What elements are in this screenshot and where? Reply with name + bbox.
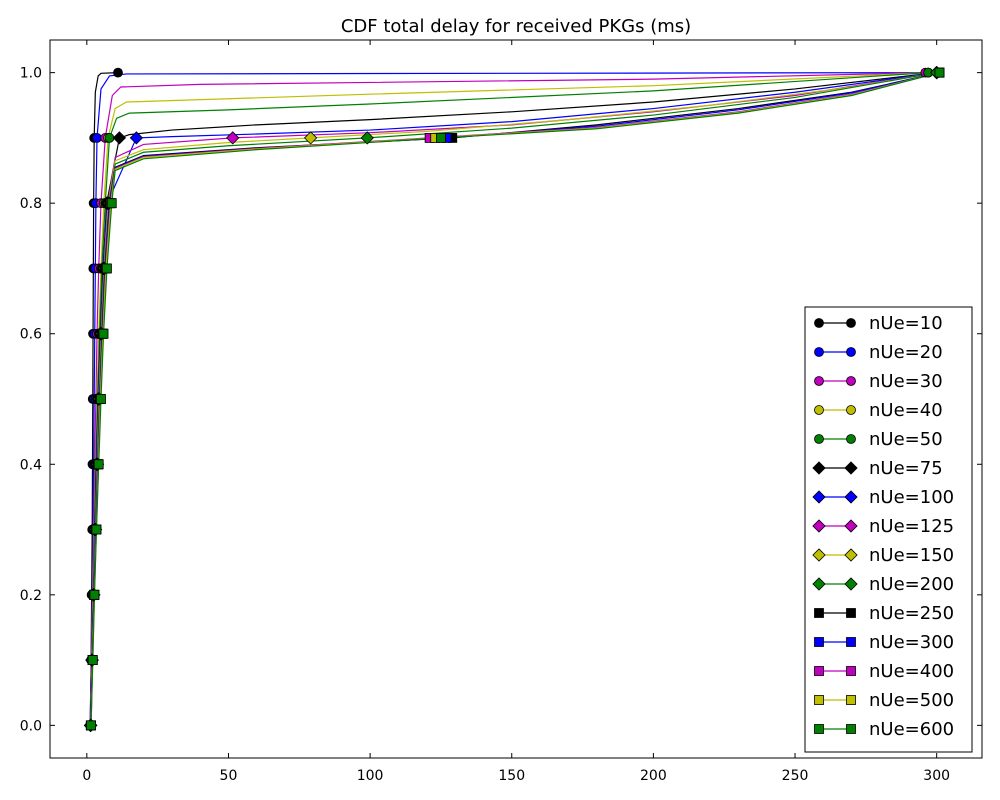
data-point <box>93 459 104 470</box>
marker-layer <box>83 65 945 733</box>
legend-label: nUe=150 <box>869 545 954 566</box>
series-line-nue-50 <box>89 72 929 726</box>
y-tick-label: 0.8 <box>20 196 42 212</box>
legend-marker <box>812 490 826 504</box>
data-point <box>113 67 123 78</box>
axis-layer: 0 50 100 150 200 250 300 0.0 0.2 0.4 0.6 0.8 1.0 <box>20 40 982 784</box>
data-point <box>91 524 102 535</box>
legend-marker <box>844 548 858 562</box>
series-line-nue-10 <box>89 72 119 726</box>
legend-marker <box>812 461 826 475</box>
data-point <box>104 133 115 143</box>
legend-label: nUe=40 <box>869 400 943 421</box>
x-tick-label: 50 <box>220 768 238 784</box>
y-tick-label: 1.0 <box>20 66 42 82</box>
y-tick-label: 0.2 <box>20 588 42 604</box>
legend-label: nUe=500 <box>869 690 954 711</box>
legend-marker <box>814 637 824 647</box>
legend-label: nUe=75 <box>869 458 943 479</box>
data-point <box>87 655 98 665</box>
data-point <box>360 131 374 145</box>
legend-marker <box>846 695 856 705</box>
legend-marker <box>814 724 824 734</box>
series-line-nue-30 <box>89 72 926 726</box>
legend: nUe=10 nUe=20 nUe=30 nUe=40 nUe=50 nUe=75 nUe=… <box>804 306 973 753</box>
x-tick-label: 0 <box>82 768 91 784</box>
y-tick-label: 0.6 <box>20 327 42 343</box>
series-line-nue-20 <box>89 72 929 726</box>
legend-marker <box>846 405 856 415</box>
data-point <box>92 133 102 143</box>
data-point <box>129 131 144 145</box>
plot-frame <box>49 39 983 759</box>
data-point <box>226 131 240 145</box>
legend-marker <box>812 577 826 591</box>
data-point <box>112 131 127 145</box>
chart-title: CDF total delay for received PKGs (ms) <box>341 16 691 37</box>
legend-marker <box>814 376 824 386</box>
data-point <box>303 131 318 145</box>
legend-marker <box>846 637 856 647</box>
legend-marker <box>846 434 856 444</box>
legend-marker <box>846 318 856 328</box>
y-tick-label: 0.4 <box>20 457 42 473</box>
data-point <box>102 263 112 274</box>
legend-marker <box>814 434 824 444</box>
data-point <box>106 198 117 209</box>
legend-marker <box>814 347 824 357</box>
legend-label: nUe=125 <box>869 516 954 537</box>
data-point <box>96 394 106 404</box>
legend-label: nUe=200 <box>869 574 954 595</box>
legend-label: nUe=300 <box>869 632 954 653</box>
legend-marker <box>846 347 856 357</box>
legend-marker <box>814 405 824 415</box>
legend-label: nUe=20 <box>869 342 943 363</box>
legend-marker <box>844 490 858 504</box>
data-point <box>86 720 96 731</box>
x-tick-label: 300 <box>923 768 950 784</box>
data-point <box>98 328 109 339</box>
data-point <box>934 67 945 78</box>
legend-label: nUe=600 <box>869 719 954 740</box>
legend-marker <box>846 376 856 386</box>
legend-marker <box>844 577 858 591</box>
legend-marker <box>814 608 824 618</box>
legend-label: nUe=30 <box>869 371 943 392</box>
legend-marker <box>812 548 826 562</box>
x-tick-label: 150 <box>498 768 525 784</box>
x-tick-label: 250 <box>782 768 809 784</box>
data-point <box>89 589 100 600</box>
data-point <box>436 133 446 143</box>
legend-marker <box>844 519 858 533</box>
legend-marker <box>846 666 856 676</box>
legend-marker <box>814 318 824 328</box>
x-tick-label: 100 <box>357 768 384 784</box>
legend-label: nUe=50 <box>869 429 943 450</box>
legend-marker <box>812 519 826 533</box>
legend-marker <box>846 724 856 734</box>
legend-marker <box>846 608 856 618</box>
legend-label: nUe=100 <box>869 487 954 508</box>
legend-label: nUe=400 <box>869 661 954 682</box>
legend-label: nUe=10 <box>869 313 943 334</box>
legend-marker <box>814 666 824 676</box>
x-tick-label: 200 <box>640 768 667 784</box>
legend-label: nUe=250 <box>869 603 954 624</box>
y-tick-label: 0.0 <box>20 718 42 734</box>
legend-marker <box>844 461 858 475</box>
legend-marker <box>814 695 824 705</box>
series-line-nue-40 <box>89 72 929 726</box>
